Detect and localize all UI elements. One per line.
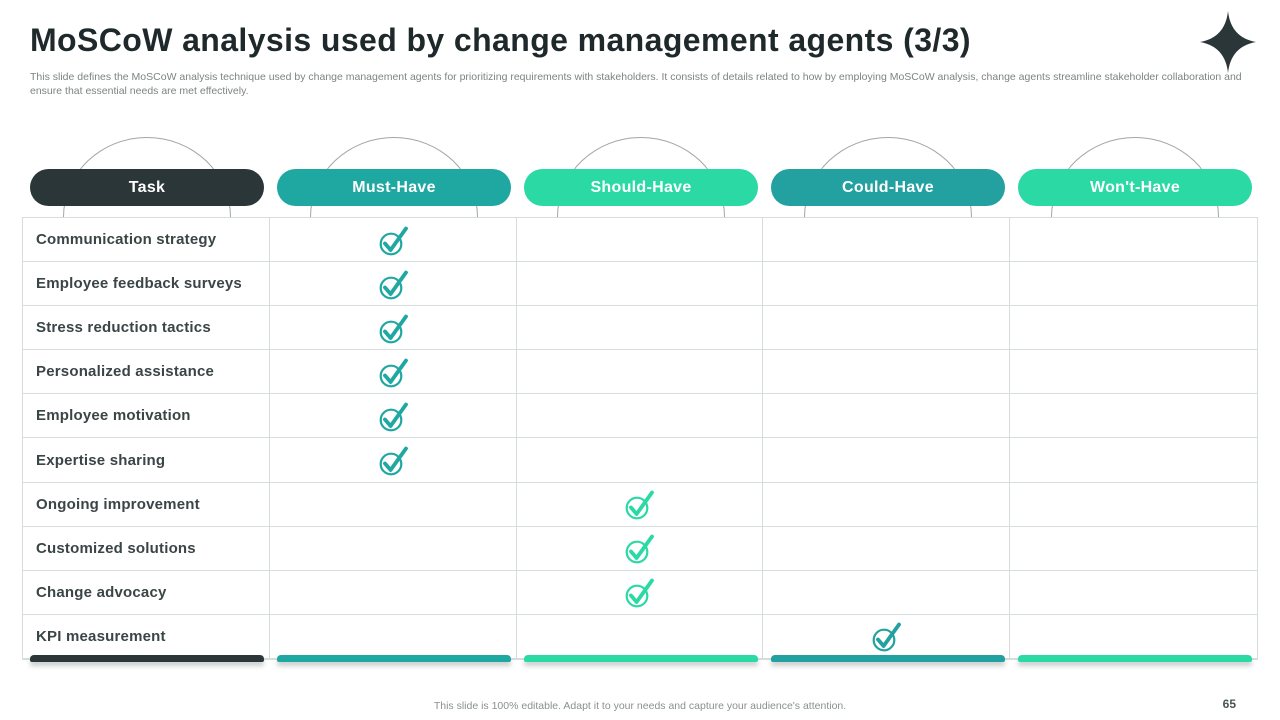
task-cell: Communication strategy	[23, 218, 270, 263]
page-number: 65	[1222, 697, 1236, 711]
task-label: Communication strategy	[36, 231, 217, 249]
priority-cell-must	[269, 350, 517, 395]
circled-check-icon	[379, 358, 408, 388]
column-header-label: Could-Have	[842, 178, 934, 196]
column-header-label: Task	[128, 178, 166, 196]
task-cell: Employee motivation	[23, 394, 270, 439]
priority-cell-must	[269, 526, 517, 571]
priority-cell-wont	[1010, 218, 1257, 263]
column-header-label: Must-Have	[352, 178, 436, 196]
circled-check-icon	[872, 623, 902, 652]
circled-check-icon	[626, 578, 655, 608]
priority-cell-wont	[1010, 394, 1257, 439]
bottom-bar-should	[524, 655, 758, 662]
bottom-bar-could	[771, 655, 1005, 662]
priority-cell-could	[763, 262, 1011, 307]
circled-check-icon	[379, 314, 408, 344]
priority-cell-must	[269, 614, 517, 659]
column-header-label: Should-Have	[590, 178, 692, 196]
priority-cell-must	[269, 438, 517, 483]
priority-cell-must	[269, 262, 517, 307]
column-header-must: Must-Have	[277, 169, 511, 206]
slide-description: This slide defines the MoSCoW analysis t…	[30, 71, 1242, 97]
priority-cell-wont	[1010, 483, 1257, 527]
priority-cell-must	[269, 482, 517, 527]
priority-cell-could	[763, 570, 1011, 615]
four-point-star-icon	[1200, 11, 1256, 73]
editable-note: This slide is 100% editable. Adapt it to…	[433, 700, 847, 712]
circled-check-icon	[626, 534, 655, 564]
priority-cell-could	[763, 350, 1011, 395]
priority-cell-should	[516, 438, 764, 483]
priority-cell-wont	[1010, 350, 1257, 395]
priority-cell-must	[269, 306, 517, 351]
priority-cell-could	[763, 482, 1011, 527]
task-cell: Change advocacy	[23, 570, 270, 615]
priority-cell-must	[269, 218, 517, 263]
priority-cell-wont	[1010, 262, 1257, 307]
bottom-bar-wont	[1018, 655, 1252, 662]
moscow-table-body: Communication strategy Employee feedback …	[22, 217, 1258, 660]
circled-check-icon	[379, 226, 408, 255]
priority-cell-should	[516, 526, 764, 571]
column-header-wont: Won't-Have	[1018, 169, 1252, 206]
priority-cell-could	[763, 306, 1011, 351]
priority-cell-must	[269, 394, 517, 439]
circled-check-icon	[379, 402, 408, 432]
task-label: Ongoing improvement	[36, 495, 200, 513]
circled-check-icon	[626, 490, 655, 520]
priority-cell-could	[763, 218, 1011, 263]
priority-cell-wont	[1010, 527, 1257, 571]
priority-cell-wont	[1010, 306, 1257, 351]
priority-cell-wont	[1010, 615, 1257, 659]
priority-cell-could	[763, 438, 1011, 483]
priority-cell-wont	[1010, 571, 1257, 615]
circled-check-icon	[379, 270, 408, 300]
task-cell: Personalized assistance	[23, 350, 270, 395]
task-cell: Ongoing improvement	[23, 482, 270, 527]
task-label: Employee motivation	[36, 407, 191, 425]
task-label: KPI measurement	[36, 627, 166, 645]
task-cell: Stress reduction tactics	[23, 306, 270, 351]
priority-cell-could	[763, 394, 1011, 439]
column-header-label: Won't-Have	[1089, 178, 1181, 196]
circled-check-icon	[379, 446, 408, 476]
priority-cell-should	[516, 614, 764, 659]
task-label: Expertise sharing	[36, 451, 166, 469]
task-cell: Customized solutions	[23, 526, 270, 571]
priority-cell-should	[516, 262, 764, 307]
priority-cell-should	[516, 394, 764, 439]
priority-cell-should	[516, 482, 764, 527]
task-label: Personalized assistance	[36, 363, 215, 381]
page-title: MoSCoW analysis used by change managemen…	[30, 22, 971, 58]
task-label: Change advocacy	[36, 583, 167, 601]
priority-cell-should	[516, 350, 764, 395]
task-cell: KPI measurement	[23, 614, 270, 659]
priority-cell-could	[763, 526, 1011, 571]
task-label: Employee feedback surveys	[36, 275, 242, 293]
task-label: Customized solutions	[36, 539, 196, 557]
priority-cell-should	[516, 218, 764, 263]
column-header-task: Task	[30, 169, 264, 206]
task-cell: Expertise sharing	[23, 438, 270, 483]
priority-cell-should	[516, 306, 764, 351]
bottom-bar-must	[277, 655, 511, 662]
task-label: Stress reduction tactics	[36, 319, 211, 337]
priority-cell-could	[763, 614, 1011, 659]
priority-cell-must	[269, 570, 517, 615]
column-header-should: Should-Have	[524, 169, 758, 206]
task-cell: Employee feedback surveys	[23, 262, 270, 307]
bottom-bar-task	[30, 655, 264, 662]
priority-cell-should	[516, 570, 764, 615]
priority-cell-wont	[1010, 438, 1257, 483]
column-header-could: Could-Have	[771, 169, 1005, 206]
